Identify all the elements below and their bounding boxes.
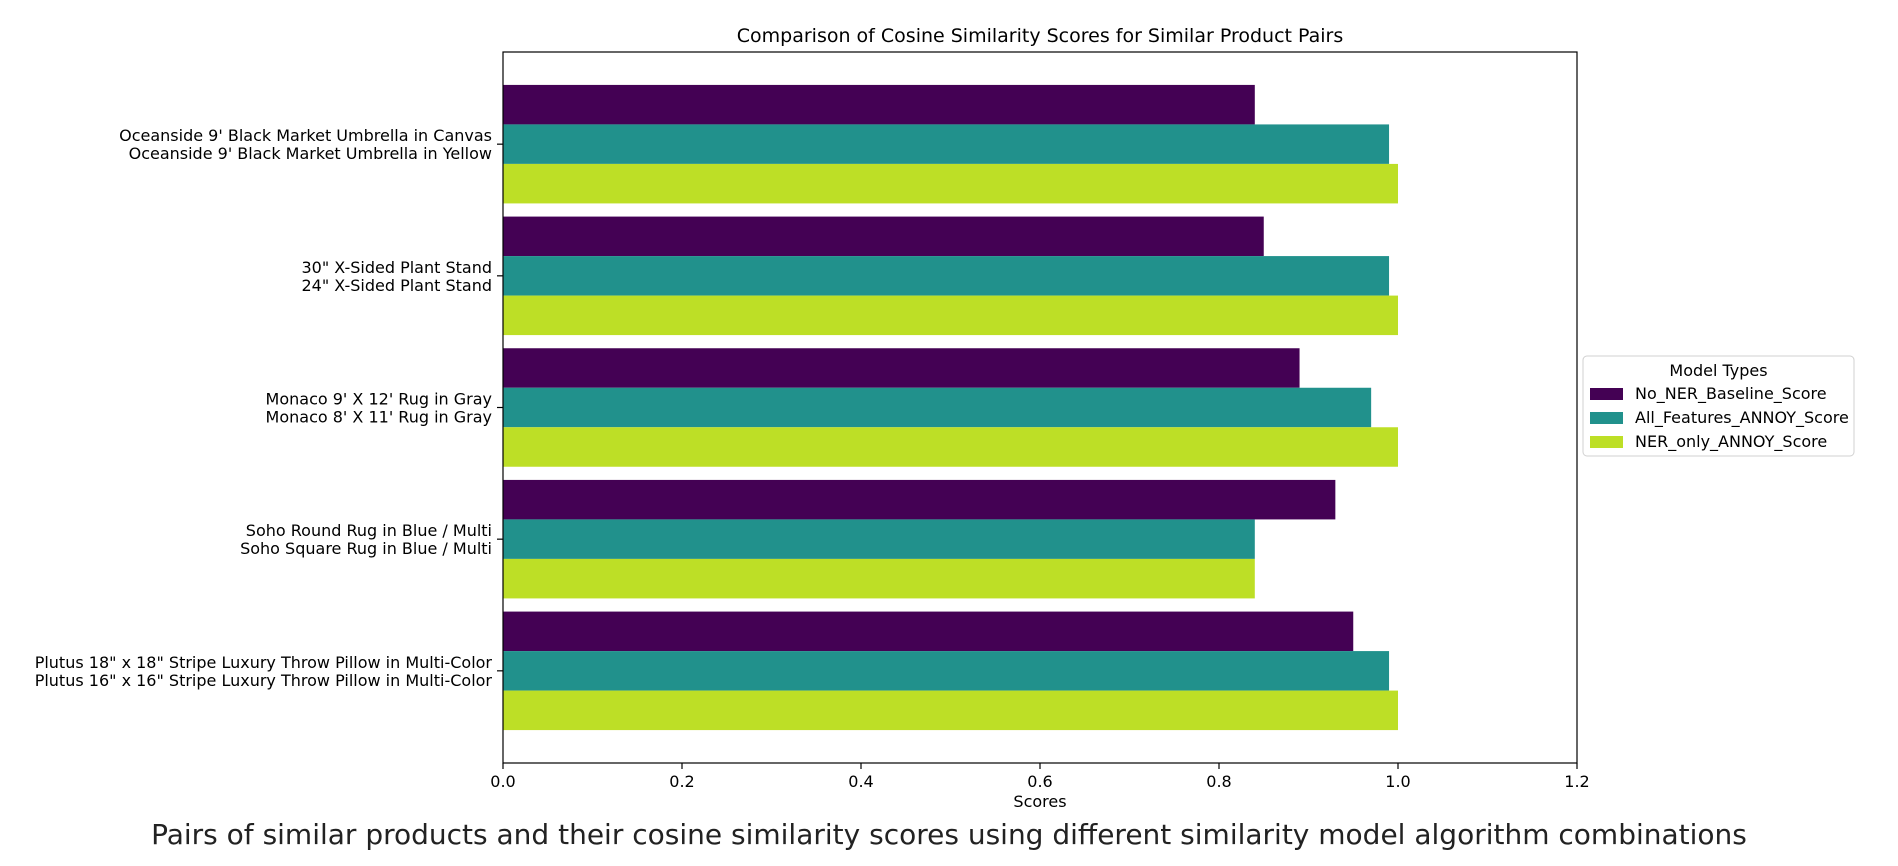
y-tick-label-5-line-1: Plutus 18" x 18" Stripe Luxury Throw Pil…: [35, 653, 493, 672]
bar-no-ner-baseline-score-4: [503, 479, 1336, 520]
legend-box: [1582, 355, 1855, 457]
x-tick-label-3: 0.4: [848, 772, 873, 791]
legend-label-no-ner-baseline-score: No_NER_Baseline_Score: [1635, 384, 1827, 404]
legend-label-all-features-annoy-score: All_Features_ANNOY_Score: [1635, 408, 1849, 428]
y-tick-label-3-line-1: Monaco 9' X 12' Rug in Gray: [266, 390, 492, 409]
x-tick-label-4: 0.6: [1027, 772, 1052, 791]
bar-ner-only-annoy-score-2: [503, 295, 1398, 336]
x-tick-label-1: 0.0: [490, 772, 515, 791]
bar-all-features-annoy-score-3: [503, 387, 1372, 428]
y-tick-label-4-line-1: Soho Round Rug in Blue / Multi: [246, 521, 492, 540]
x-axis-label: Scores: [1013, 792, 1066, 811]
y-tick-label-2-line-2: 24" X-Sided Plant Stand: [301, 276, 492, 295]
bar-all-features-annoy-score-4: [503, 519, 1255, 559]
bar-all-features-annoy-score-1: [503, 124, 1390, 164]
bar-no-ner-baseline-score-1: [503, 84, 1255, 125]
bar-ner-only-annoy-score-4: [503, 558, 1255, 599]
figure-caption: Pairs of similar products and their cosi…: [151, 818, 1747, 851]
y-tick-label-3-line-2: Monaco 8' X 11' Rug in Gray: [266, 408, 492, 427]
legend-swatch-all-features-annoy-score: [1590, 412, 1623, 424]
bar-no-ner-baseline-score-3: [503, 348, 1300, 388]
x-tick-label-6: 1.0: [1385, 772, 1410, 791]
x-tick-label-5: 0.8: [1206, 772, 1231, 791]
legend-swatch-ner-only-annoy-score: [1590, 436, 1623, 448]
y-tick-label-1-line-1: Oceanside 9' Black Market Umbrella in Ca…: [119, 126, 492, 145]
x-tick-label-2: 0.2: [669, 772, 694, 791]
legend-title: Model Types: [1669, 361, 1767, 380]
bar-all-features-annoy-score-2: [503, 256, 1390, 296]
y-tick-label-5-line-2: Plutus 16" x 16" Stripe Luxury Throw Pil…: [35, 671, 493, 690]
legend-label-ner-only-annoy-score: NER_only_ANNOY_Score: [1635, 432, 1827, 452]
y-tick-label-1-line-2: Oceanside 9' Black Market Umbrella in Ye…: [129, 144, 492, 163]
bar-ner-only-annoy-score-5: [503, 690, 1398, 731]
bar-ner-only-annoy-score-1: [503, 163, 1398, 204]
y-tick-label-4-line-2: Soho Square Rug in Blue / Multi: [240, 539, 492, 558]
x-tick-label-7: 1.2: [1564, 772, 1589, 791]
bar-no-ner-baseline-score-5: [503, 611, 1354, 652]
y-tick-label-2-line-1: 30" X-Sided Plant Stand: [301, 258, 492, 277]
bar-all-features-annoy-score-5: [503, 651, 1390, 691]
chart-title: Comparison of Cosine Similarity Scores f…: [737, 25, 1344, 47]
legend-swatch-no-ner-baseline-score: [1590, 388, 1623, 400]
bar-ner-only-annoy-score-3: [503, 427, 1398, 467]
bar-no-ner-baseline-score-2: [503, 216, 1264, 257]
